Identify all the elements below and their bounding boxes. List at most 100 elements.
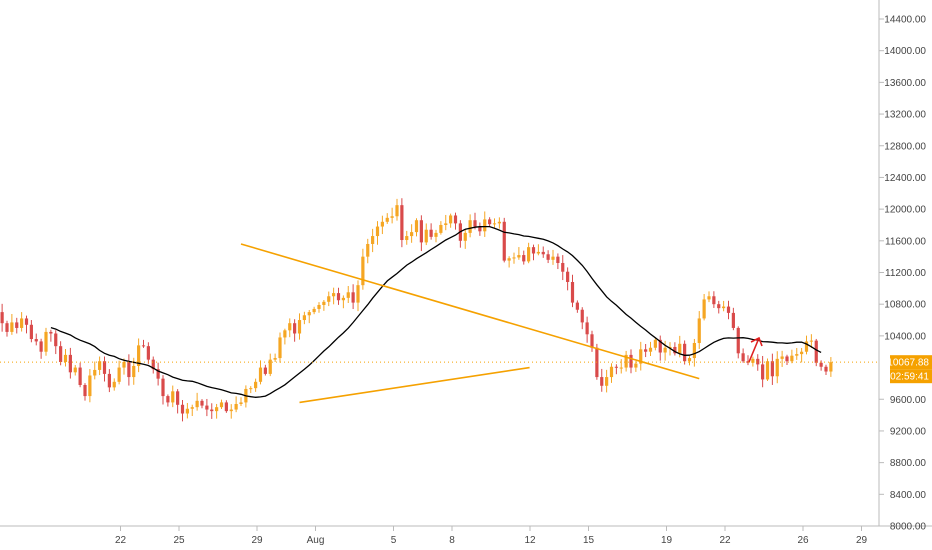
candle — [63, 349, 68, 367]
candle-body — [736, 327, 740, 354]
x-tick-label: 22 — [115, 535, 127, 546]
x-tick-label: 15 — [583, 535, 595, 546]
candle-body — [561, 262, 565, 272]
candle-body — [819, 362, 823, 367]
candle — [405, 230, 409, 245]
candle-body — [73, 367, 77, 373]
candle — [512, 252, 516, 264]
y-tick-label: 8000.00 — [890, 522, 927, 533]
candle-body — [34, 339, 38, 342]
candle-body — [687, 358, 692, 362]
candle-body — [702, 299, 706, 319]
candle — [239, 397, 243, 406]
candle-body — [268, 359, 272, 374]
candle-body — [78, 367, 82, 385]
candle-body — [585, 322, 589, 335]
candle-body — [317, 304, 321, 309]
candle — [444, 214, 448, 231]
candle — [434, 229, 438, 243]
y-axis[interactable]: 14400.00 14000.00 13600.00 13200.00 12800.00… — [879, 15, 926, 533]
x-tick-label: 29 — [251, 535, 263, 546]
candle-body — [356, 285, 360, 303]
candle — [756, 354, 760, 371]
candle-body — [68, 354, 72, 373]
candle — [761, 355, 765, 388]
candle — [73, 365, 77, 376]
candle-body — [20, 318, 24, 328]
y-tick-label: 13600.00 — [884, 78, 926, 89]
candle — [317, 302, 321, 313]
candle-body — [439, 224, 443, 233]
candle-body — [346, 292, 350, 298]
candle — [288, 318, 292, 338]
candle — [93, 361, 97, 380]
candle-body — [176, 391, 180, 405]
candle-body — [804, 341, 809, 352]
candle-body — [492, 223, 497, 225]
candle — [122, 358, 126, 375]
candle-body — [634, 363, 638, 368]
candle — [346, 286, 350, 303]
y-tick-label: 14400.00 — [884, 15, 926, 26]
candle — [605, 369, 609, 393]
candle — [254, 378, 258, 392]
candle — [180, 399, 185, 422]
candle-body — [288, 323, 292, 331]
candle — [385, 213, 389, 224]
candle — [375, 221, 380, 245]
candle — [29, 320, 33, 343]
candle — [566, 267, 570, 291]
candle — [551, 249, 555, 265]
candle — [658, 335, 662, 361]
candle — [765, 358, 770, 382]
candle-body — [322, 301, 326, 305]
candle — [161, 375, 165, 405]
candle — [478, 222, 482, 236]
candle-body — [629, 354, 633, 368]
candle-body — [336, 293, 341, 301]
candle-body — [395, 205, 399, 217]
candle — [687, 356, 692, 366]
candle — [356, 280, 360, 312]
candle-body — [644, 349, 648, 352]
candle-body — [761, 364, 765, 380]
candle — [336, 287, 341, 305]
candle — [804, 335, 809, 355]
upper-trendline[interactable] — [240, 243, 700, 380]
candle-body — [658, 339, 662, 353]
candle — [663, 340, 667, 361]
candle-body — [88, 375, 92, 397]
candle-body — [717, 304, 721, 309]
candle-body — [463, 232, 467, 241]
candle-body — [302, 315, 306, 321]
candle — [171, 385, 175, 408]
candle-body — [117, 367, 121, 382]
y-tick-label: 11600.00 — [885, 236, 926, 247]
candle-body — [29, 324, 33, 340]
candle — [366, 238, 370, 264]
candle-body — [410, 232, 414, 237]
candle-body — [497, 221, 501, 224]
candle — [273, 353, 277, 363]
candle-body — [653, 339, 657, 348]
candle — [293, 319, 297, 342]
lower-trendline[interactable] — [299, 366, 530, 404]
candle — [185, 402, 189, 419]
candle-body — [648, 347, 653, 352]
candle-body — [546, 254, 550, 260]
x-axis[interactable]: 22 25 29 Aug 5 8 12 15 19 22 26 29 — [115, 526, 868, 546]
candle — [736, 326, 740, 359]
candle — [683, 340, 687, 365]
candle-body — [293, 323, 297, 334]
candle-body — [263, 367, 267, 374]
candle — [98, 356, 102, 376]
candle-body — [507, 258, 511, 261]
candle — [219, 399, 224, 410]
candle-body — [824, 366, 828, 372]
price-tag-label: 10067.88 — [887, 358, 929, 369]
candle — [731, 307, 735, 331]
candle — [600, 368, 604, 392]
y-tick-label: 10400.00 — [884, 331, 926, 342]
candle — [629, 349, 633, 374]
